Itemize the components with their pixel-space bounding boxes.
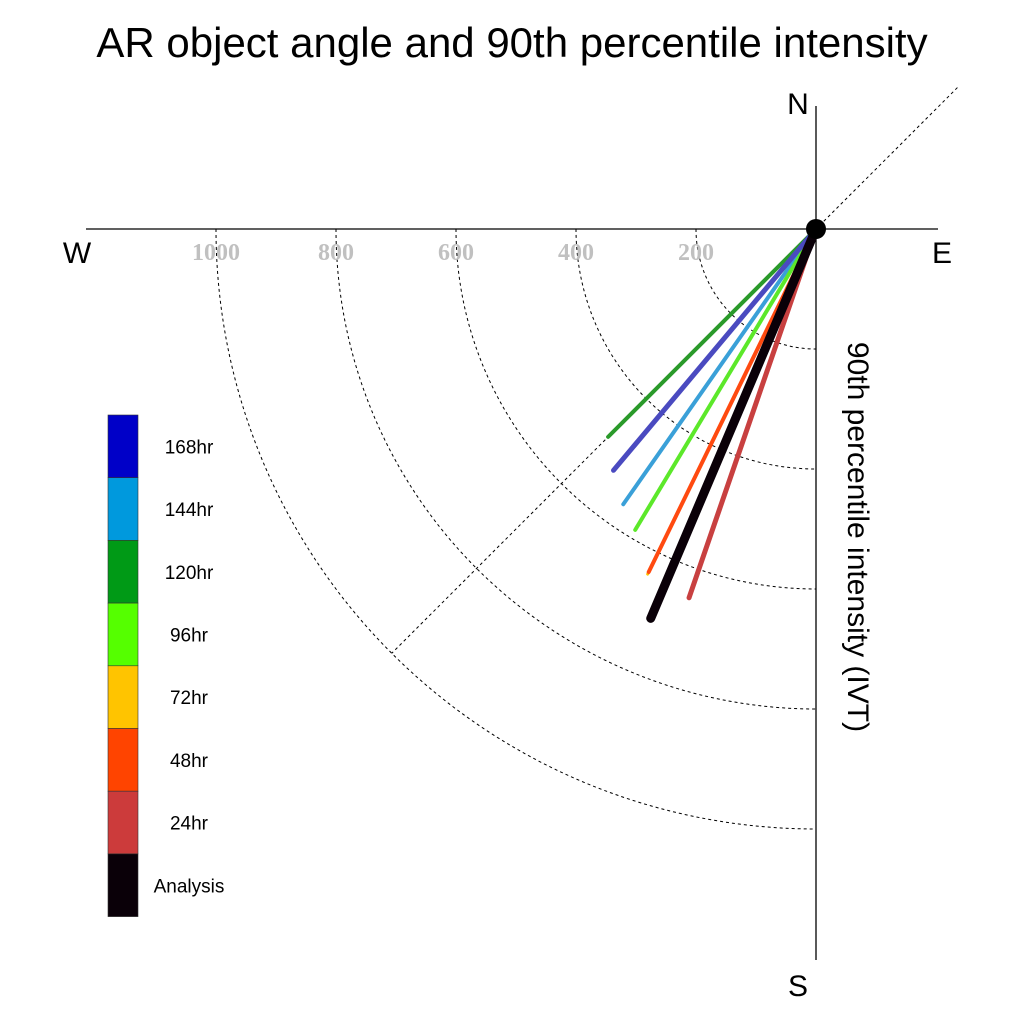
diagonal-reference-line [391, 87, 958, 654]
grid-arc-1000 [215, 228, 817, 830]
legend-label: 96hr [170, 625, 209, 646]
legend-label: 72hr [170, 688, 209, 709]
vector-analysis [646, 224, 821, 623]
legend-label: Analysis [154, 876, 225, 897]
vector-120hr [606, 227, 818, 439]
legend-label: 24hr [170, 814, 209, 835]
legend-label: 48hr [170, 751, 209, 772]
vector-series [606, 224, 821, 623]
legend-label: 120hr [165, 563, 214, 584]
radial-tick-label: 200 [678, 240, 714, 266]
legend-swatch-144hr [107, 477, 139, 541]
origin-marker [806, 219, 826, 239]
compass-east-label: E [932, 237, 952, 270]
radial-tick-label: 1000 [192, 240, 240, 266]
compass-west-label: W [63, 237, 92, 270]
legend-swatch-48hr [107, 728, 139, 792]
legend-swatch-96hr [107, 602, 139, 667]
legend-swatch-120hr [107, 540, 139, 604]
legend-label: 168hr [165, 437, 214, 458]
radial-tick-labels: 200 400 600 800 1000 [192, 240, 714, 266]
vector-24hr [686, 226, 819, 601]
radial-tick-label: 800 [318, 240, 354, 266]
radial-tick-label: 400 [558, 240, 594, 266]
legend: 168hr 144hr 120hr 96hr 72hr 48hr 24hr Analysis [107, 414, 225, 917]
legend-swatch-72hr [107, 665, 139, 729]
y-axis-label: 90th percentile intensity (IVT) [841, 342, 874, 732]
vector-168hr [611, 226, 819, 473]
radial-tick-label: 600 [438, 240, 474, 266]
legend-label: 144hr [165, 500, 214, 521]
legend-swatch-24hr [107, 790, 139, 855]
compass-south-label: S [788, 970, 808, 1003]
compass-north-label: N [787, 88, 809, 121]
vector-144hr [621, 227, 818, 507]
vector-96hr [633, 227, 818, 532]
grid-arc-200 [695, 228, 817, 350]
chart-title: AR object angle and 90th percentile inte… [96, 19, 927, 66]
legend-swatch-168hr [107, 414, 139, 479]
legend-swatch-analysis [107, 853, 139, 917]
